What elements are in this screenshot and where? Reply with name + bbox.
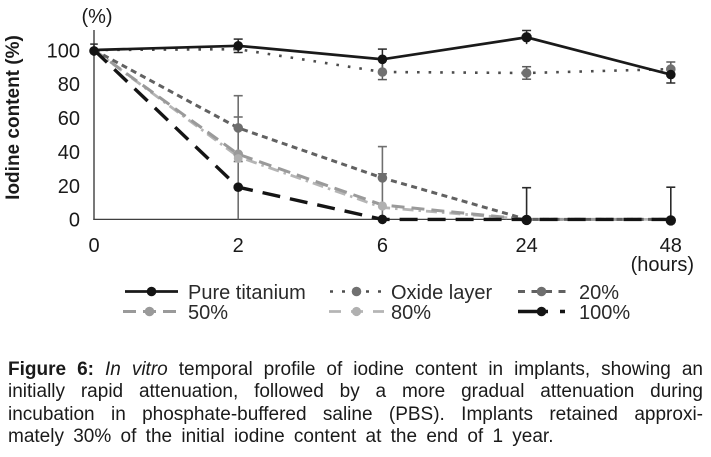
svg-text:(hours): (hours) xyxy=(631,254,694,276)
svg-text:100%: 100% xyxy=(579,302,630,324)
svg-text:Iodine content (%): Iodine content (%) xyxy=(3,35,24,200)
svg-text:80: 80 xyxy=(58,74,80,96)
svg-text:20: 20 xyxy=(58,176,80,198)
svg-text:20%: 20% xyxy=(579,282,619,304)
svg-text:100: 100 xyxy=(47,40,80,62)
svg-text:40: 40 xyxy=(58,142,80,164)
svg-text:(%): (%) xyxy=(81,6,112,28)
svg-text:2: 2 xyxy=(233,235,244,257)
svg-text:48: 48 xyxy=(660,235,682,257)
svg-text:80%: 80% xyxy=(391,302,431,324)
svg-text:6: 6 xyxy=(377,235,388,257)
svg-text:0: 0 xyxy=(69,210,80,232)
svg-text:50%: 50% xyxy=(188,302,228,324)
svg-text:60: 60 xyxy=(58,108,80,130)
svg-text:0: 0 xyxy=(88,235,99,257)
svg-text:Oxide layer: Oxide layer xyxy=(391,282,492,304)
svg-text:24: 24 xyxy=(515,235,537,257)
svg-text:Pure titanium: Pure titanium xyxy=(188,282,306,304)
